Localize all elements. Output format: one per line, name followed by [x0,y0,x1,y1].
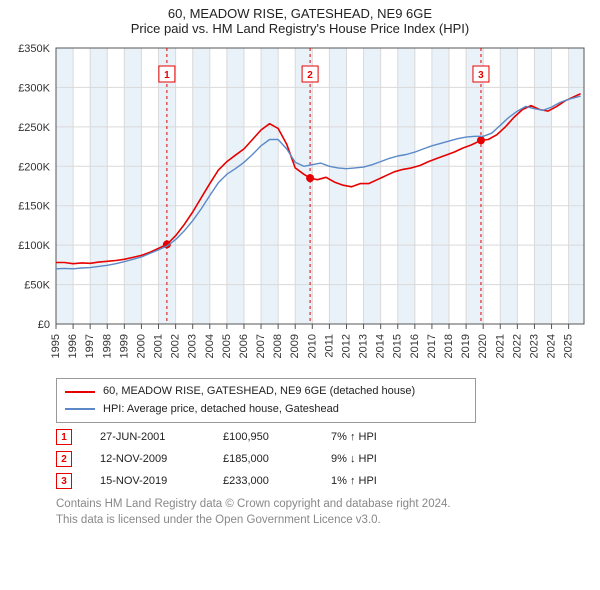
svg-text:1995: 1995 [50,334,62,358]
legend-swatch-series1 [65,391,95,393]
svg-text:£100K: £100K [18,240,50,252]
svg-text:2021: 2021 [494,334,506,358]
marker-price: £100,950 [223,431,303,443]
marker-price: £185,000 [223,453,303,465]
svg-text:2012: 2012 [340,334,352,358]
svg-text:2019: 2019 [460,334,472,358]
svg-text:2011: 2011 [323,334,335,358]
svg-text:2006: 2006 [238,334,250,358]
legend-label-series1: 60, MEADOW RISE, GATESHEAD, NE9 6GE (det… [103,383,415,401]
svg-text:2023: 2023 [528,334,540,358]
svg-text:£300K: £300K [18,82,50,94]
svg-text:2001: 2001 [153,334,165,358]
legend-row-series1: 60, MEADOW RISE, GATESHEAD, NE9 6GE (det… [65,383,467,401]
chart-container: 60, MEADOW RISE, GATESHEAD, NE9 6GE Pric… [0,0,600,590]
svg-text:£350K: £350K [18,43,50,55]
footer-line1: Contains HM Land Registry data © Crown c… [56,497,590,513]
svg-text:£50K: £50K [24,280,50,292]
svg-text:1998: 1998 [101,334,113,358]
marker-box: 1 [56,429,72,445]
svg-text:2018: 2018 [443,334,455,358]
svg-text:2014: 2014 [375,334,387,358]
svg-text:1996: 1996 [67,334,79,358]
svg-text:2020: 2020 [477,334,489,358]
title-subtitle: Price paid vs. HM Land Registry's House … [10,21,590,36]
svg-text:2016: 2016 [409,334,421,358]
marker-row: 1 27-JUN-2001 £100,950 7% ↑ HPI [56,429,590,445]
marker-row: 3 15-NOV-2019 £233,000 1% ↑ HPI [56,473,590,489]
legend-swatch-series2 [65,408,95,410]
svg-text:2000: 2000 [135,334,147,358]
svg-text:2010: 2010 [306,334,318,358]
marker-box: 3 [56,473,72,489]
svg-text:£150K: £150K [18,201,50,213]
marker-date: 27-JUN-2001 [100,431,195,443]
legend-label-series2: HPI: Average price, detached house, Gate… [103,401,339,419]
svg-text:£200K: £200K [18,161,50,173]
chart-area: £0 £50K £100K £150K £200K £250K £300K £350K 1995… [10,42,590,372]
marker-delta: 9% ↓ HPI [331,453,421,465]
svg-text:2017: 2017 [426,334,438,358]
svg-text:2003: 2003 [187,334,199,358]
marker-row: 2 12-NOV-2009 £185,000 9% ↓ HPI [56,451,590,467]
legend-row-series2: HPI: Average price, detached house, Gate… [65,401,467,419]
svg-text:£250K: £250K [18,122,50,134]
svg-text:1999: 1999 [118,334,130,358]
svg-text:2013: 2013 [358,334,370,358]
marker-price: £233,000 [223,475,303,487]
svg-text:3: 3 [478,70,484,81]
marker-date: 15-NOV-2019 [100,475,195,487]
svg-text:2024: 2024 [546,334,558,358]
svg-text:2002: 2002 [170,334,182,358]
marker-table: 1 27-JUN-2001 £100,950 7% ↑ HPI 2 12-NOV… [56,429,590,489]
svg-text:2008: 2008 [272,334,284,358]
svg-text:2: 2 [307,70,313,81]
footer: Contains HM Land Registry data © Crown c… [56,497,590,528]
svg-text:2015: 2015 [392,334,404,358]
svg-text:2009: 2009 [289,334,301,358]
marker-box: 2 [56,451,72,467]
svg-text:1997: 1997 [84,334,96,358]
title-address: 60, MEADOW RISE, GATESHEAD, NE9 6GE [10,6,590,21]
svg-text:2025: 2025 [563,334,575,358]
marker-delta: 7% ↑ HPI [331,431,421,443]
marker-delta: 1% ↑ HPI [331,475,421,487]
svg-text:£0: £0 [38,319,50,331]
title-block: 60, MEADOW RISE, GATESHEAD, NE9 6GE Pric… [10,6,590,36]
marker-date: 12-NOV-2009 [100,453,195,465]
footer-line2: This data is licensed under the Open Gov… [56,513,590,529]
svg-text:2005: 2005 [221,334,233,358]
legend-box: 60, MEADOW RISE, GATESHEAD, NE9 6GE (det… [56,378,476,423]
svg-text:2004: 2004 [204,334,216,358]
svg-text:2022: 2022 [511,334,523,358]
svg-text:2007: 2007 [255,334,267,358]
line-chart: £0 £50K £100K £150K £200K £250K £300K £350K 1995… [10,42,590,372]
svg-text:1: 1 [164,70,170,81]
